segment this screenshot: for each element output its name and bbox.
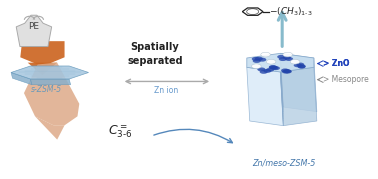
Text: Zn ion: Zn ion (154, 86, 178, 95)
Text: $-(CH_3)_{1\text{-}3}$: $-(CH_3)_{1\text{-}3}$ (269, 5, 313, 18)
FancyArrowPatch shape (154, 129, 232, 143)
Circle shape (285, 57, 293, 61)
Circle shape (257, 67, 265, 71)
Circle shape (260, 70, 268, 74)
Polygon shape (16, 15, 52, 47)
Circle shape (269, 65, 277, 69)
Polygon shape (280, 67, 317, 126)
Text: $\mathit{C}_{3\text{-}6}^{=}$: $\mathit{C}_{3\text{-}6}^{=}$ (108, 123, 132, 140)
Text: Zn/meso-ZSM-5: Zn/meso-ZSM-5 (253, 158, 316, 167)
Circle shape (252, 64, 261, 69)
Polygon shape (11, 72, 32, 85)
Polygon shape (35, 116, 65, 140)
Circle shape (253, 59, 261, 63)
Circle shape (269, 66, 277, 69)
Circle shape (283, 56, 291, 60)
Circle shape (263, 69, 271, 73)
Circle shape (277, 55, 285, 59)
Circle shape (284, 70, 292, 74)
Text: > ZnO: > ZnO (323, 59, 349, 68)
Polygon shape (24, 63, 79, 125)
Circle shape (290, 59, 300, 64)
Text: > ZnO: > ZnO (323, 59, 349, 68)
Circle shape (261, 52, 270, 57)
Polygon shape (247, 67, 283, 126)
Circle shape (266, 59, 276, 64)
Polygon shape (280, 53, 317, 112)
Circle shape (296, 62, 304, 66)
Circle shape (283, 52, 293, 57)
Circle shape (279, 57, 287, 61)
Circle shape (266, 68, 274, 72)
Circle shape (281, 68, 289, 72)
Circle shape (258, 58, 266, 62)
Circle shape (294, 63, 302, 67)
Circle shape (282, 70, 290, 74)
Text: Spatially
separated: Spatially separated (127, 42, 183, 66)
Text: s-ZSM-5: s-ZSM-5 (31, 85, 62, 94)
Circle shape (272, 66, 280, 70)
Polygon shape (31, 79, 71, 85)
Circle shape (297, 64, 306, 68)
Polygon shape (20, 41, 65, 75)
Polygon shape (11, 66, 88, 79)
Text: PE: PE (28, 22, 39, 31)
Polygon shape (247, 53, 314, 72)
Circle shape (297, 65, 305, 69)
Polygon shape (28, 63, 57, 75)
Circle shape (283, 69, 291, 73)
Text: > Mesopore: > Mesopore (323, 75, 369, 84)
Circle shape (252, 57, 260, 61)
Circle shape (270, 66, 278, 70)
Circle shape (255, 57, 263, 61)
